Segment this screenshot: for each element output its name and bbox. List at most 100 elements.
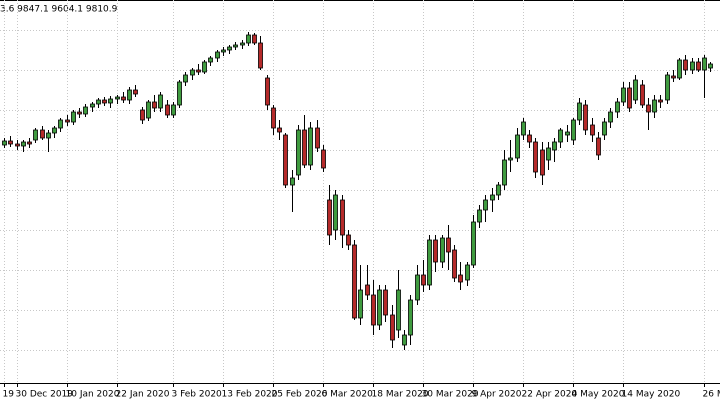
candle-body bbox=[302, 129, 307, 166]
candle-body bbox=[446, 237, 451, 253]
x-tick-label: 3 Feb 2020 bbox=[172, 390, 223, 400]
x-tick-label: 19 bbox=[3, 390, 15, 400]
ohlc-info: 3.6 9847.1 9604.1 9810.9 bbox=[0, 5, 118, 15]
candle-body bbox=[277, 127, 282, 133]
candle-body bbox=[165, 104, 170, 116]
candle-body bbox=[271, 107, 276, 129]
candle-body bbox=[540, 149, 545, 176]
candle-body bbox=[583, 104, 588, 131]
candle-body bbox=[627, 87, 632, 109]
candle-body bbox=[696, 61, 701, 71]
candle-body bbox=[590, 124, 595, 136]
candle-body bbox=[240, 42, 245, 46]
candle-body bbox=[640, 84, 645, 106]
candle-body bbox=[90, 103, 95, 108]
candle-body bbox=[71, 111, 76, 123]
candle-body bbox=[40, 129, 45, 139]
candle-body bbox=[452, 249, 457, 279]
candle-body bbox=[177, 81, 182, 106]
candle-body bbox=[221, 49, 226, 53]
candle-body bbox=[415, 274, 420, 301]
candle-body bbox=[133, 89, 138, 95]
candle-body bbox=[152, 101, 157, 109]
candle-body bbox=[708, 63, 713, 69]
candle-body bbox=[652, 99, 657, 113]
candle-body bbox=[340, 199, 345, 236]
candle-body bbox=[533, 141, 538, 173]
x-tick-label: 10 Jan 2020 bbox=[66, 390, 120, 400]
candle-body bbox=[146, 101, 151, 119]
candle-body bbox=[396, 289, 401, 331]
x-tick-label: 22 Apr 2020 bbox=[522, 390, 578, 400]
candle-body bbox=[408, 299, 413, 336]
candle-body bbox=[27, 141, 32, 145]
candle-body bbox=[252, 34, 257, 44]
candle-body bbox=[402, 334, 407, 346]
candle-body bbox=[602, 121, 607, 136]
candle-body bbox=[496, 184, 501, 196]
candle-body bbox=[2, 140, 7, 146]
candle-body bbox=[515, 134, 520, 159]
candle-body bbox=[483, 199, 488, 211]
candle-body bbox=[546, 147, 551, 161]
candle-body bbox=[427, 239, 432, 286]
candle-body bbox=[321, 149, 326, 169]
x-tick-label: 25 Feb 2020 bbox=[272, 390, 328, 400]
candle-body bbox=[108, 98, 113, 104]
x-tick-label: 4 May 2020 bbox=[572, 390, 625, 400]
x-tick-label: 14 May 2020 bbox=[622, 390, 681, 400]
candle-body bbox=[490, 194, 495, 201]
candle-body bbox=[352, 244, 357, 319]
candle-body bbox=[183, 74, 188, 83]
candle-body bbox=[421, 274, 426, 286]
candle-body bbox=[190, 69, 195, 76]
candle-body bbox=[208, 57, 213, 63]
x-tick-label: 30 Mar 2020 bbox=[422, 390, 479, 400]
candle-body bbox=[46, 132, 51, 139]
candle-body bbox=[290, 177, 295, 186]
candle-body bbox=[196, 69, 201, 73]
candle-body bbox=[77, 111, 82, 115]
candle-body bbox=[571, 119, 576, 141]
candle-body bbox=[671, 75, 676, 79]
candle-body bbox=[527, 134, 532, 143]
candle-body bbox=[683, 59, 688, 71]
candle-body bbox=[115, 96, 120, 100]
x-tick-label: 26 M bbox=[703, 390, 720, 400]
candle-body bbox=[433, 239, 438, 263]
candle-body bbox=[171, 104, 176, 116]
candle-body bbox=[508, 157, 513, 161]
candle-body bbox=[140, 109, 145, 121]
candle-body bbox=[265, 77, 270, 106]
candle-body bbox=[296, 129, 301, 176]
candle-body bbox=[565, 131, 570, 136]
x-tick-label: 6 Mar 2020 bbox=[322, 390, 374, 400]
candle-body bbox=[502, 159, 507, 186]
candle-body bbox=[521, 121, 526, 136]
candle-body bbox=[377, 289, 382, 326]
candle-body bbox=[8, 140, 13, 145]
candle-body bbox=[458, 274, 463, 283]
candle-body bbox=[96, 99, 101, 105]
candle-body bbox=[33, 129, 38, 141]
candle-body bbox=[158, 94, 163, 109]
candle-body bbox=[346, 234, 351, 246]
candle-body bbox=[333, 194, 338, 231]
candle-body bbox=[358, 289, 363, 319]
candle-body bbox=[283, 134, 288, 186]
candle-body bbox=[365, 284, 370, 296]
candle-body bbox=[608, 111, 613, 123]
candle-body bbox=[615, 101, 620, 113]
candle-body bbox=[371, 294, 376, 326]
candle-body bbox=[690, 61, 695, 71]
candle-body bbox=[577, 102, 582, 121]
candle-body bbox=[58, 119, 63, 129]
candle-body bbox=[552, 141, 557, 151]
candle-body bbox=[202, 61, 207, 73]
x-tick-label: 22 Jan 2020 bbox=[116, 390, 170, 400]
candle-body bbox=[52, 127, 57, 134]
candle-body bbox=[21, 141, 26, 147]
